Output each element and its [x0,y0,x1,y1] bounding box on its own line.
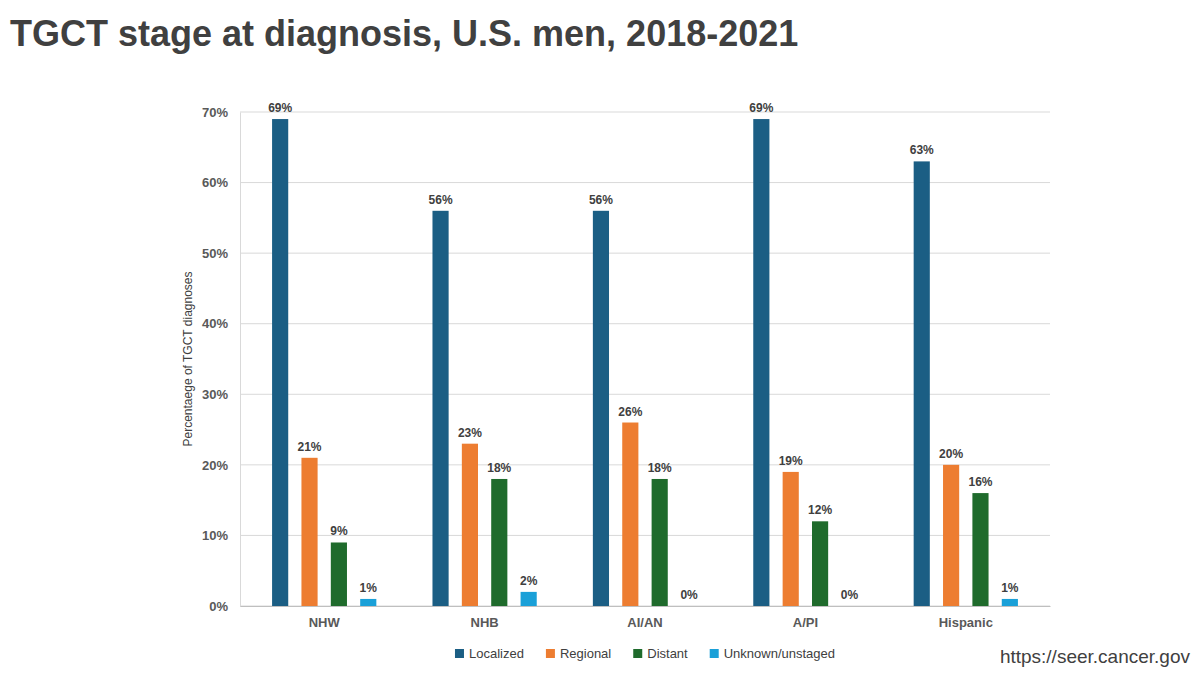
y-tick: 10% [202,528,240,543]
data-label: 0% [680,588,698,602]
bar [753,119,769,606]
bar [622,423,638,606]
data-labels: 69% 56% 56% 69% 63% 21% 23% 26% 19% 20% 9% 18% 18% 12… [268,101,1019,602]
legend-swatch [455,649,464,658]
legend-swatch [546,649,555,658]
data-label: 1% [1001,581,1019,595]
x-tick: AI/AN [627,606,662,630]
y-tick-label: 10% [202,528,228,543]
x-tick: A/PI [793,606,818,630]
y-axis-title: Percentaege of TGCT diagnoses [181,272,195,447]
data-label: 12% [808,503,832,517]
source: https://seer.cancer.gov [1000,646,1191,667]
bar [521,592,537,606]
bar [972,493,988,606]
data-label: 20% [939,447,963,461]
bar [914,161,930,606]
y-tick: 40% [202,316,240,331]
data-label: 21% [298,440,322,454]
data-label: 69% [268,101,292,115]
x-axis: NHW NHB AI/AN A/PI Hispanic [241,606,1051,630]
x-tick-label: AI/AN [627,615,662,630]
data-label: 19% [779,454,803,468]
x-tick-label: A/PI [793,615,818,630]
x-tick: NHB [471,606,499,630]
legend-swatch [710,649,719,658]
bar [272,119,288,606]
grid-line [240,112,1050,113]
legend-item: Unknown/unstaged [710,646,835,661]
legend-label: Distant [647,646,688,661]
bar [301,458,317,606]
legend-item: Localized [455,646,524,661]
data-label: 69% [749,101,773,115]
legend-label: Regional [560,646,611,661]
y-tick: 70% [202,105,240,120]
data-label: 18% [487,461,511,475]
data-label: 2% [520,574,538,588]
data-label: 23% [458,426,482,440]
bar [593,211,609,606]
data-label: 63% [910,143,934,157]
x-tick: Hispanic [939,606,993,630]
bars [272,119,1018,606]
data-label: 18% [648,461,672,475]
data-label: 0% [841,588,859,602]
legend: Localized Regional Distant Unknown/unstaged [455,646,835,661]
y-tick-label: 30% [202,387,228,402]
y-tick: 0% [209,599,240,614]
bar [841,606,857,607]
y-tick-label: 0% [209,599,228,614]
y-tick: 60% [202,175,240,190]
bar [943,465,959,606]
x-tick-label: NHW [309,615,341,630]
data-label: 56% [429,193,453,207]
bar [331,542,347,606]
x-axis-line [241,606,1051,607]
bar [681,606,697,607]
legend-item: Regional [546,646,611,661]
grid [240,112,1050,606]
data-label: 56% [589,193,613,207]
legend-label: Unknown/unstaged [724,646,835,661]
y-tick-label: 20% [202,458,228,473]
bar [783,472,799,606]
y-tick: 20% [202,458,240,473]
data-label: 1% [360,581,378,595]
x-tick-label: Hispanic [939,615,993,630]
y-tick-label: 60% [202,175,228,190]
legend-swatch [633,649,642,658]
bar [812,521,828,606]
y-tick-label: 50% [202,246,228,261]
bar [462,444,478,606]
data-label: 16% [968,475,992,489]
y-tick-label: 40% [202,316,228,331]
chart: TGCT stage at diagnosis, U.S. men, 2018-… [0,0,1200,675]
legend-item: Distant [633,646,688,661]
bar [491,479,507,606]
data-label: 9% [330,524,348,538]
y-axis-line [240,113,241,607]
bar [652,479,668,606]
bar [1002,599,1018,606]
bar [360,599,376,606]
x-tick: NHW [309,606,341,630]
title: TGCT stage at diagnosis, U.S. men, 2018-… [10,13,798,54]
y-tick: 50% [202,246,240,261]
legend-label: Localized [469,646,524,661]
x-tick-label: NHB [471,615,499,630]
bar [432,211,448,606]
y-tick: 30% [202,387,240,402]
y-tick-label: 70% [202,105,228,120]
data-label: 26% [618,405,642,419]
y-axis: 0% 10% 20% 30% 40% 50% 60% 70% [202,105,241,614]
